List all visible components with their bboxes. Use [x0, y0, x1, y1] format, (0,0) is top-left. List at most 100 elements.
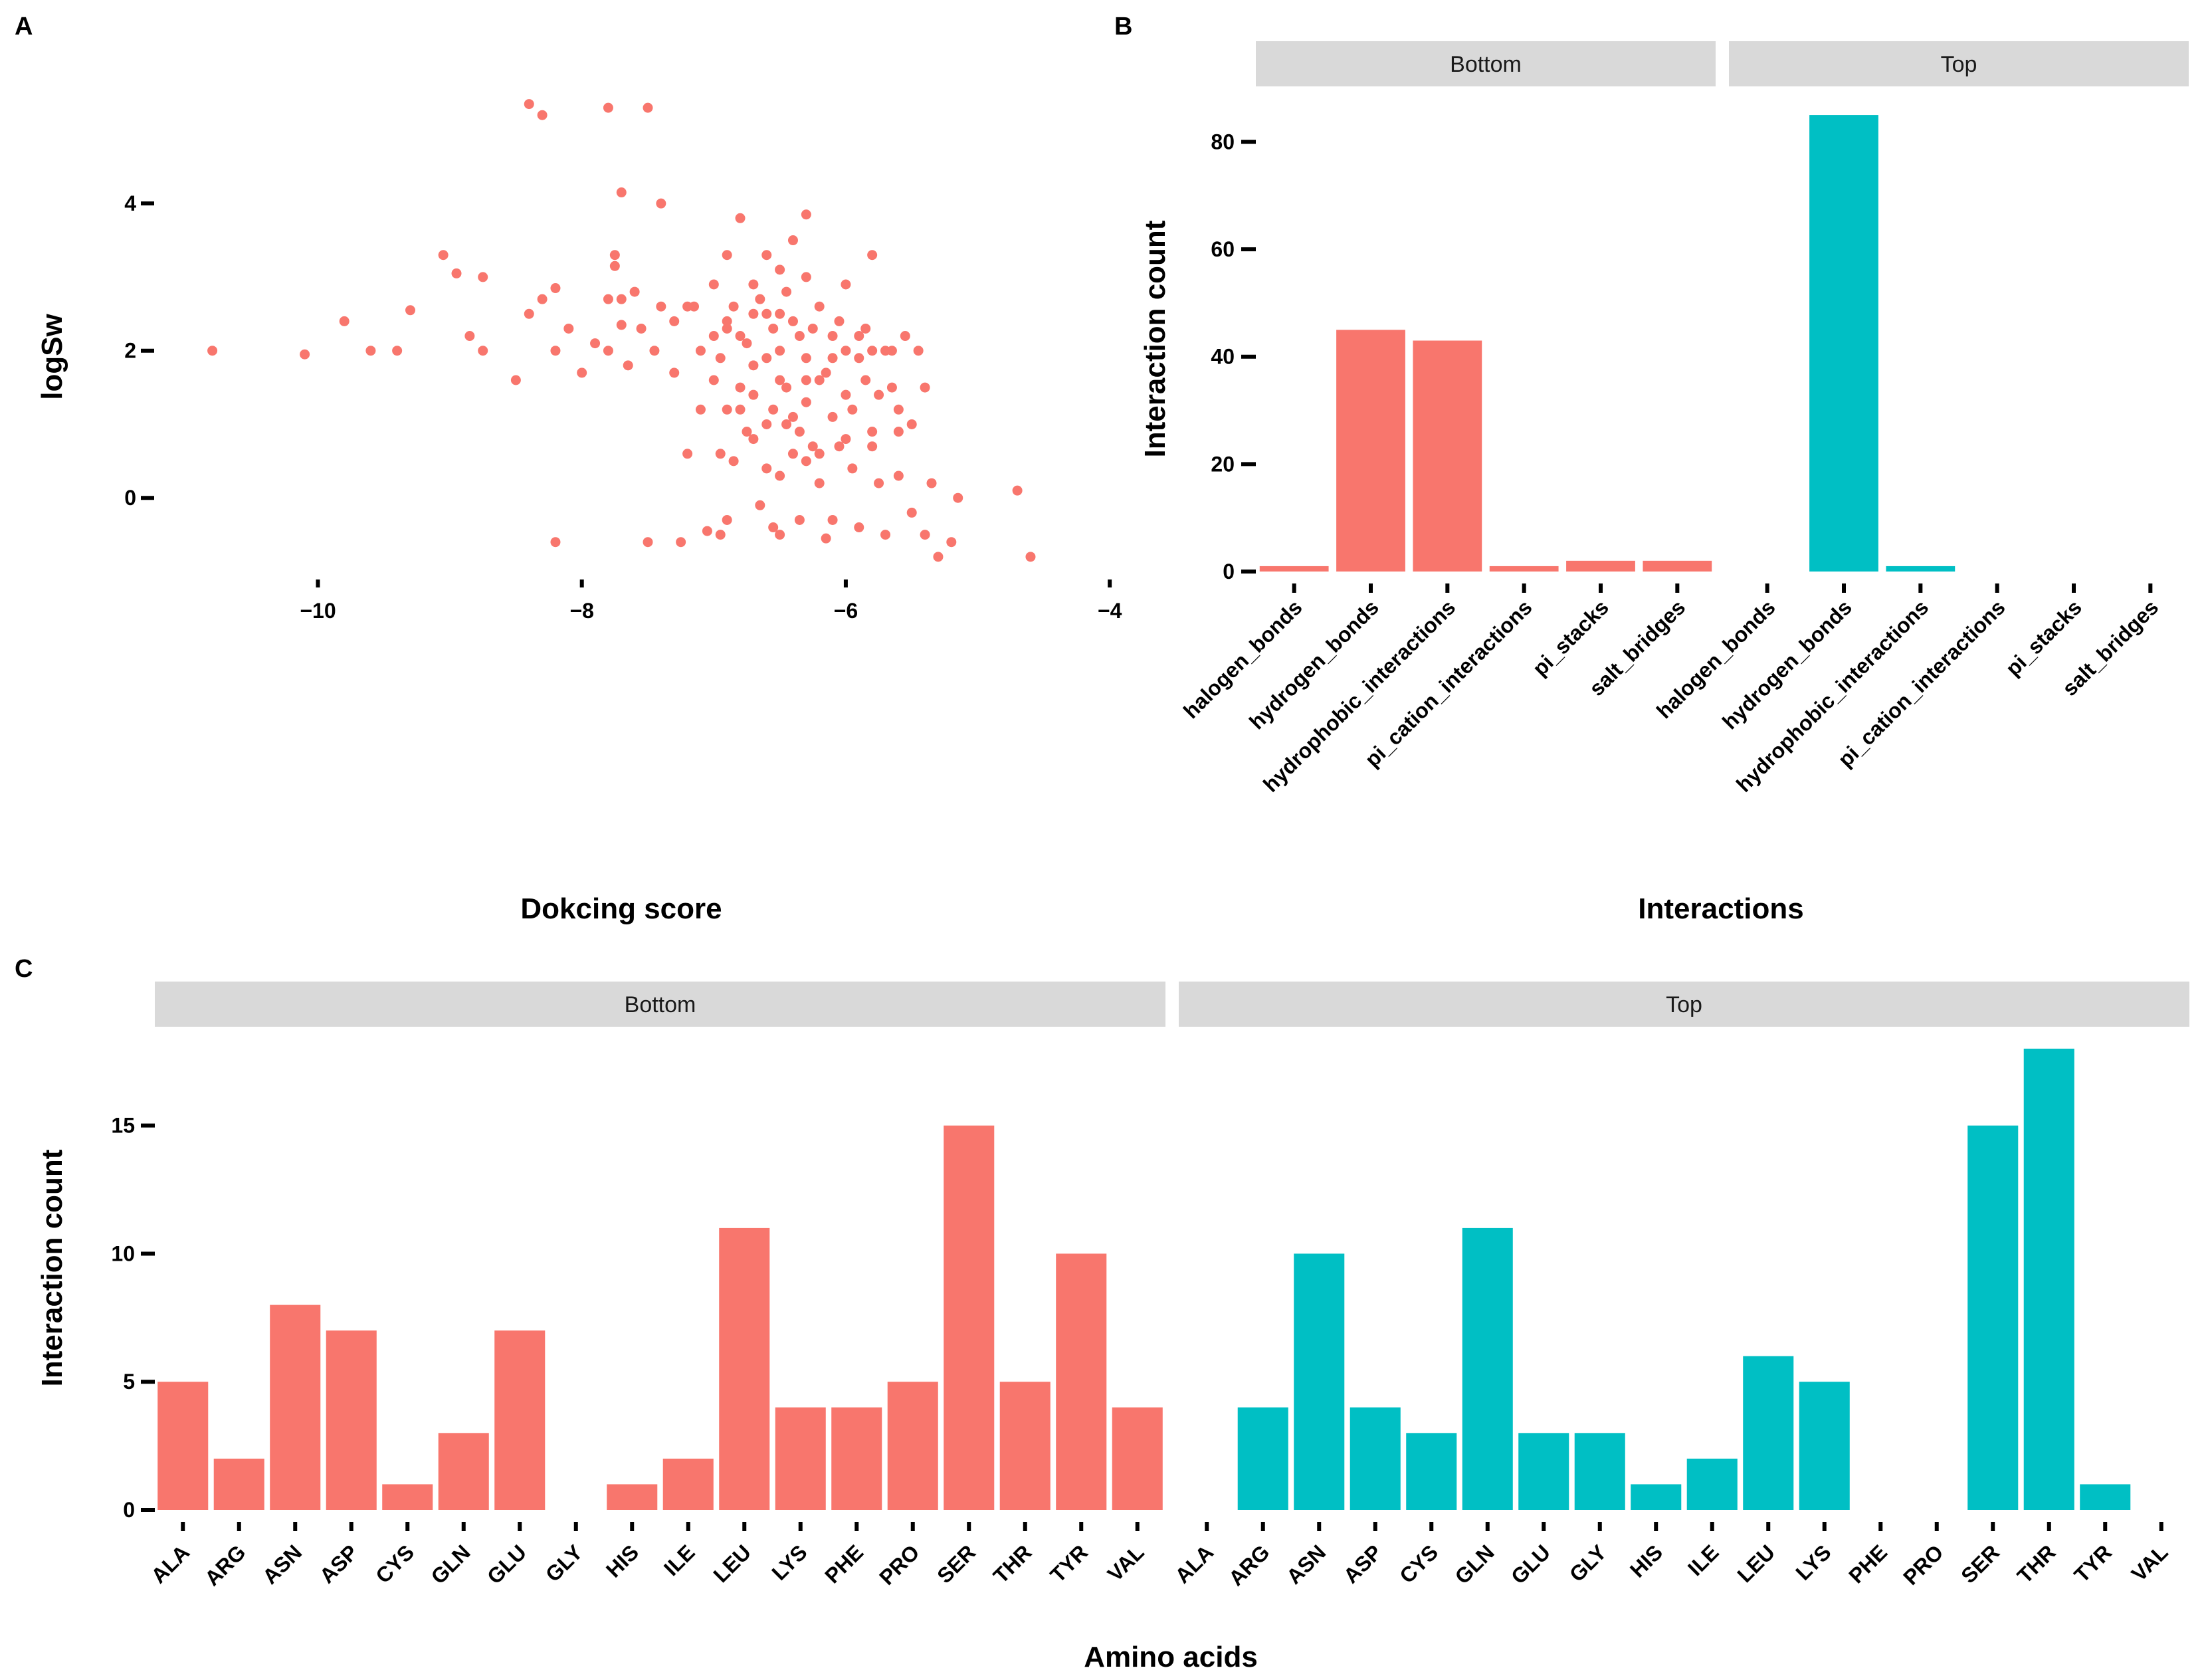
scatter-point: [524, 99, 534, 110]
scatter-point: [451, 268, 462, 278]
scatter-point: [742, 338, 752, 349]
y-tick-label: 80: [1211, 130, 1235, 154]
x-tick-label: LEU: [1732, 1540, 1779, 1587]
scatter-point: [708, 279, 719, 290]
x-tick-label: GLN: [426, 1540, 474, 1588]
x-tick-label: ALA: [1170, 1540, 1218, 1588]
scatter-point: [787, 316, 798, 326]
facet-strip-bottom: [1256, 41, 1716, 86]
scatter-point: [801, 353, 811, 364]
scatter-point: [550, 283, 561, 294]
scatter-point: [854, 331, 864, 342]
bar: [887, 1382, 938, 1510]
scatter-point: [874, 478, 884, 488]
y-axis: 0 20 40 60 80: [1211, 130, 1256, 583]
scatter-point: [821, 533, 831, 544]
panel-label-c: C: [15, 955, 33, 983]
scatter-point: [807, 323, 818, 334]
scatter-point: [841, 389, 851, 400]
bar: [1350, 1407, 1401, 1510]
scatter-point: [768, 404, 779, 415]
scatter-point: [854, 522, 864, 533]
scatter-point: [656, 198, 666, 209]
scatter-point: [886, 346, 897, 356]
scatter-point: [643, 537, 653, 548]
panel-label-a: A: [15, 13, 33, 41]
scatter-point: [794, 514, 805, 525]
facet-strip-top: [1729, 41, 2189, 86]
x-tick-label: GLU: [482, 1540, 531, 1588]
scatter-point: [392, 346, 403, 356]
x-tick-label: hydrogen_bonds: [1245, 595, 1383, 734]
bar: [1743, 1356, 1794, 1510]
scatter-point: [775, 375, 785, 385]
scatter-point: [510, 375, 521, 385]
panel-b: B Bottom Top halogen_bondshydrogen_bondsh…: [1114, 13, 2189, 925]
scatter-point: [643, 102, 653, 113]
scatter-point: [603, 346, 613, 356]
y-tick-label: 0: [124, 486, 136, 510]
scatter-point: [603, 294, 613, 304]
bar: [1886, 566, 1955, 572]
scatter-point: [814, 375, 825, 385]
scatter-point: [787, 411, 798, 422]
scatter-point: [814, 478, 825, 488]
scatter-point: [616, 187, 627, 198]
scatter-point: [807, 441, 818, 452]
scatter-point: [755, 294, 765, 304]
scatter-point: [300, 349, 310, 360]
bar: [1643, 560, 1712, 572]
scatter-point: [913, 346, 924, 356]
scatter-point: [616, 294, 627, 304]
x-axis-title: Interactions: [1638, 892, 1803, 925]
x-tick-label: −4: [1098, 599, 1122, 623]
scatter-point: [761, 308, 772, 319]
scatter-point: [207, 346, 218, 356]
scatter-point: [669, 316, 680, 326]
x-axis-title: Amino acids: [1084, 1641, 1258, 1673]
scatter-points: [207, 99, 1036, 562]
facet-strips: Bottom Top: [155, 982, 2189, 1027]
bar: [270, 1305, 321, 1510]
scatter-point: [722, 404, 732, 415]
y-tick-label: 5: [123, 1370, 135, 1394]
y-tick-label: 15: [111, 1114, 135, 1138]
scatter-point: [946, 537, 957, 548]
scatter-point: [880, 530, 890, 540]
panel-a: A −10 −8 −6 −4 0 2 4 Dokcing score logSw: [15, 13, 1122, 925]
scatter-point: [920, 382, 930, 393]
scatter-point: [794, 427, 805, 437]
scatter-point: [900, 331, 910, 342]
x-tick-label: LYS: [1791, 1540, 1835, 1584]
x-axis: halogen_bondshydrogen_bondshydrophobic_i…: [1179, 583, 2163, 797]
scatter-point: [801, 272, 811, 282]
scatter-point: [768, 522, 779, 533]
facet-strip-top: [1179, 982, 2189, 1027]
scatter-point: [906, 419, 917, 429]
x-axis: −10 −8 −6 −4: [300, 579, 1122, 623]
scatter-point: [761, 250, 772, 261]
x-tick-label: ASN: [1282, 1540, 1330, 1588]
scatter-point: [814, 449, 825, 459]
scatter-point: [933, 552, 944, 562]
x-tick-label: ILE: [1683, 1540, 1724, 1580]
facet-strip-label: Top: [1666, 992, 1702, 1017]
scatter-point: [775, 471, 785, 481]
bar: [662, 1458, 714, 1510]
y-tick-label: 0: [1223, 560, 1235, 583]
scatter-point: [715, 530, 726, 540]
scatter-point: [702, 526, 712, 536]
x-tick-label: LYS: [767, 1540, 811, 1584]
x-tick-label: ALA: [146, 1540, 194, 1588]
scatter-point: [603, 102, 613, 113]
scatter-point: [787, 449, 798, 459]
scatter-point: [926, 478, 937, 488]
bar: [1967, 1125, 2019, 1510]
bar: [1686, 1458, 1738, 1510]
y-axis-title: logSw: [36, 313, 68, 399]
scatter-point: [656, 301, 666, 312]
scatter-point: [689, 301, 700, 312]
scatter-point: [616, 320, 627, 330]
scatter-point: [722, 323, 732, 334]
